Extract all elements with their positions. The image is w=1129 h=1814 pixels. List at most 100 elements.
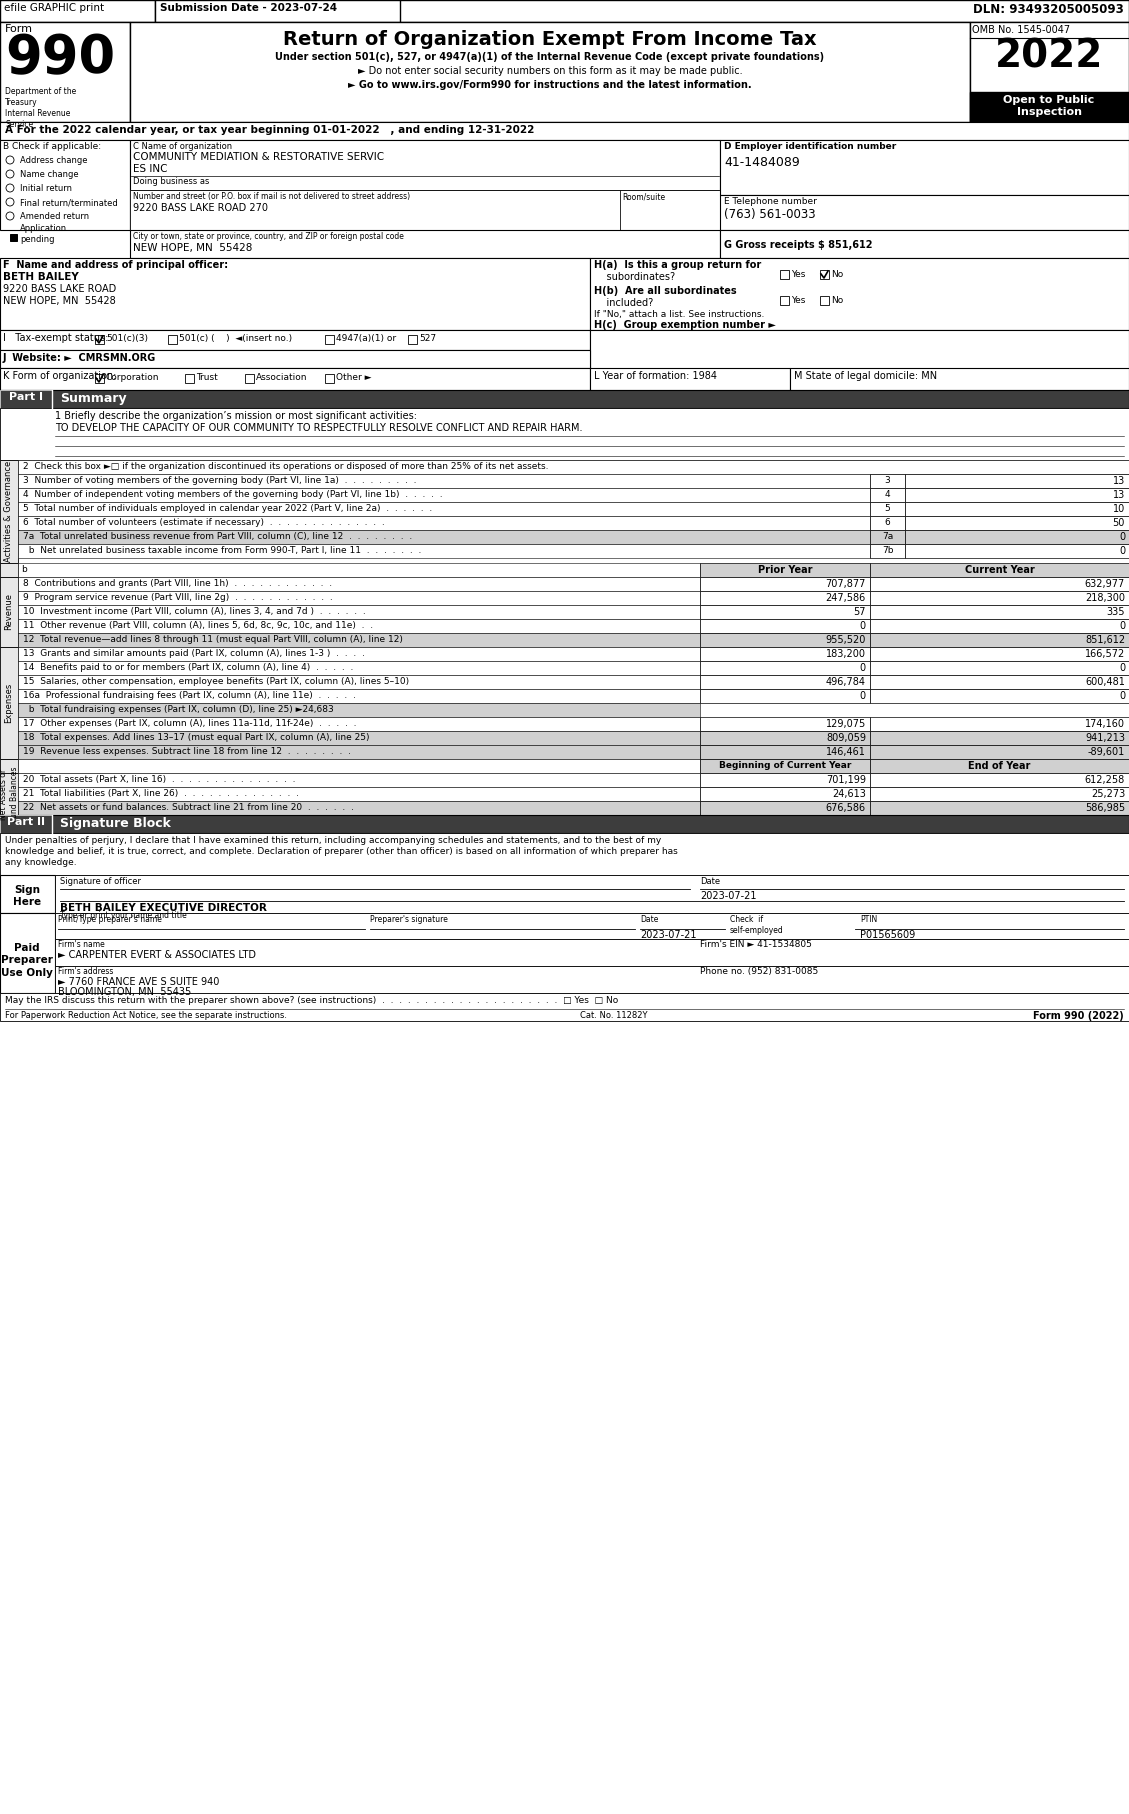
Bar — [0, 390, 1129, 408]
Text: 2023-07-21: 2023-07-21 — [700, 891, 756, 902]
Text: H(a)  Is this a group return for: H(a) Is this a group return for — [594, 259, 761, 270]
Bar — [870, 787, 1129, 802]
Text: 707,877: 707,877 — [825, 579, 866, 590]
Text: Activities & Governance: Activities & Governance — [5, 461, 14, 562]
Text: efile GRAPHIC print: efile GRAPHIC print — [5, 4, 104, 13]
Text: ► Do not enter social security numbers on this form as it may be made public.: ► Do not enter social security numbers o… — [358, 65, 742, 76]
Text: COMMUNITY MEDIATION & RESTORATIVE SERVIC: COMMUNITY MEDIATION & RESTORATIVE SERVIC — [133, 152, 384, 161]
Bar — [870, 717, 1129, 731]
Bar — [700, 689, 870, 704]
Text: PTIN: PTIN — [860, 914, 877, 923]
Text: C Name of organization: C Name of organization — [133, 141, 233, 151]
Text: 247,586: 247,586 — [825, 593, 866, 602]
Bar — [700, 562, 870, 577]
Bar — [130, 140, 720, 230]
Text: Firm's address: Firm's address — [58, 967, 113, 976]
Bar — [18, 717, 700, 731]
Bar — [590, 330, 1129, 370]
Text: any knowledge.: any knowledge. — [5, 858, 77, 867]
Bar — [0, 330, 590, 350]
Text: 218,300: 218,300 — [1085, 593, 1124, 602]
Bar — [0, 833, 1129, 874]
Text: Beginning of Current Year: Beginning of Current Year — [719, 762, 851, 769]
Bar — [18, 675, 700, 689]
Text: Corporation: Corporation — [106, 374, 159, 383]
Text: Amended return: Amended return — [20, 212, 89, 221]
Text: Summary: Summary — [60, 392, 126, 405]
Bar — [0, 814, 52, 833]
Text: Name change: Name change — [20, 171, 79, 180]
Bar — [905, 515, 1129, 530]
Text: 17  Other expenses (Part IX, column (A), lines 11a-11d, 11f-24e)  .  .  .  .  .: 17 Other expenses (Part IX, column (A), … — [23, 718, 357, 727]
Text: 2  Check this box ►□ if the organization discontinued its operations or disposed: 2 Check this box ►□ if the organization … — [23, 463, 549, 472]
Bar — [870, 606, 1129, 619]
Bar — [870, 488, 905, 502]
Bar — [700, 660, 870, 675]
Text: 0: 0 — [860, 620, 866, 631]
Text: DLN: 93493205005093: DLN: 93493205005093 — [973, 4, 1124, 16]
Text: Revenue: Revenue — [5, 593, 14, 631]
Text: Department of the
Treasury
Internal Revenue
Service: Department of the Treasury Internal Reve… — [5, 87, 77, 129]
Bar — [970, 22, 1129, 122]
Bar — [700, 675, 870, 689]
Text: b  Net unrelated business taxable income from Form 990-T, Part I, line 11  .  . : b Net unrelated business taxable income … — [23, 546, 421, 555]
Text: Type or print your name and title: Type or print your name and title — [60, 911, 186, 920]
Text: Return of Organization Exempt From Income Tax: Return of Organization Exempt From Incom… — [283, 31, 816, 49]
Text: 183,200: 183,200 — [826, 649, 866, 658]
Bar — [870, 502, 905, 515]
Text: 941,213: 941,213 — [1085, 733, 1124, 744]
Bar — [700, 758, 870, 773]
Bar — [0, 0, 155, 22]
Text: 25,273: 25,273 — [1091, 789, 1124, 798]
Text: 21  Total liabilities (Part X, line 26)  .  .  .  .  .  .  .  .  .  .  .  .  .  : 21 Total liabilities (Part X, line 26) .… — [23, 789, 299, 798]
Text: 851,612: 851,612 — [1085, 635, 1124, 646]
Bar — [95, 336, 104, 345]
Bar — [0, 408, 1129, 461]
Bar — [18, 704, 700, 717]
Bar — [18, 758, 700, 773]
Text: subordinates?: subordinates? — [594, 272, 675, 281]
Text: 0: 0 — [1119, 532, 1124, 542]
Text: No: No — [831, 270, 843, 279]
Bar — [55, 967, 1129, 992]
Text: 4947(a)(1) or: 4947(a)(1) or — [336, 334, 396, 343]
Text: 166,572: 166,572 — [1085, 649, 1124, 658]
Text: Doing business as: Doing business as — [133, 178, 209, 187]
Text: Under penalties of perjury, I declare that I have examined this return, includin: Under penalties of perjury, I declare th… — [5, 836, 662, 845]
Bar — [0, 461, 18, 562]
Text: Phone no. (952) 831-0085: Phone no. (952) 831-0085 — [700, 967, 819, 976]
Text: 3: 3 — [885, 475, 891, 484]
Text: 16a  Professional fundraising fees (Part IX, column (A), line 11e)  .  .  .  .  : 16a Professional fundraising fees (Part … — [23, 691, 356, 700]
Text: D Employer identification number: D Employer identification number — [724, 141, 896, 151]
Bar — [0, 648, 18, 758]
Text: 146,461: 146,461 — [826, 747, 866, 756]
Bar — [130, 22, 970, 122]
Text: 24,613: 24,613 — [832, 789, 866, 798]
Bar — [870, 473, 905, 488]
Bar — [0, 0, 1129, 22]
Bar — [700, 802, 870, 814]
Text: 0: 0 — [1119, 620, 1124, 631]
Text: 632,977: 632,977 — [1085, 579, 1124, 590]
Text: 6  Total number of volunteers (estimate if necessary)  .  .  .  .  .  .  .  .  .: 6 Total number of volunteers (estimate i… — [23, 519, 385, 528]
Bar — [700, 746, 870, 758]
Text: 7a: 7a — [882, 532, 893, 541]
Text: Date: Date — [640, 914, 658, 923]
Bar — [18, 591, 700, 606]
Bar — [870, 758, 1129, 773]
Bar — [55, 940, 1129, 967]
Bar — [185, 374, 194, 383]
Text: Paid
Preparer
Use Only: Paid Preparer Use Only — [1, 943, 53, 978]
Bar — [780, 296, 789, 305]
Text: 13: 13 — [1113, 490, 1124, 501]
Bar — [870, 619, 1129, 633]
Text: F  Name and address of principal officer:: F Name and address of principal officer: — [3, 259, 228, 270]
Bar — [0, 992, 1129, 1021]
Text: Yes: Yes — [791, 270, 805, 279]
Text: J  Website: ►  CMRSMN.ORG: J Website: ► CMRSMN.ORG — [3, 354, 156, 363]
Text: Under section 501(c), 527, or 4947(a)(1) of the Internal Revenue Code (except pr: Under section 501(c), 527, or 4947(a)(1)… — [275, 53, 824, 62]
Text: 9  Program service revenue (Part VIII, line 2g)  .  .  .  .  .  .  .  .  .  .  .: 9 Program service revenue (Part VIII, li… — [23, 593, 333, 602]
Bar — [700, 648, 870, 660]
Text: Firm's name: Firm's name — [58, 940, 105, 949]
Bar — [18, 461, 1129, 473]
